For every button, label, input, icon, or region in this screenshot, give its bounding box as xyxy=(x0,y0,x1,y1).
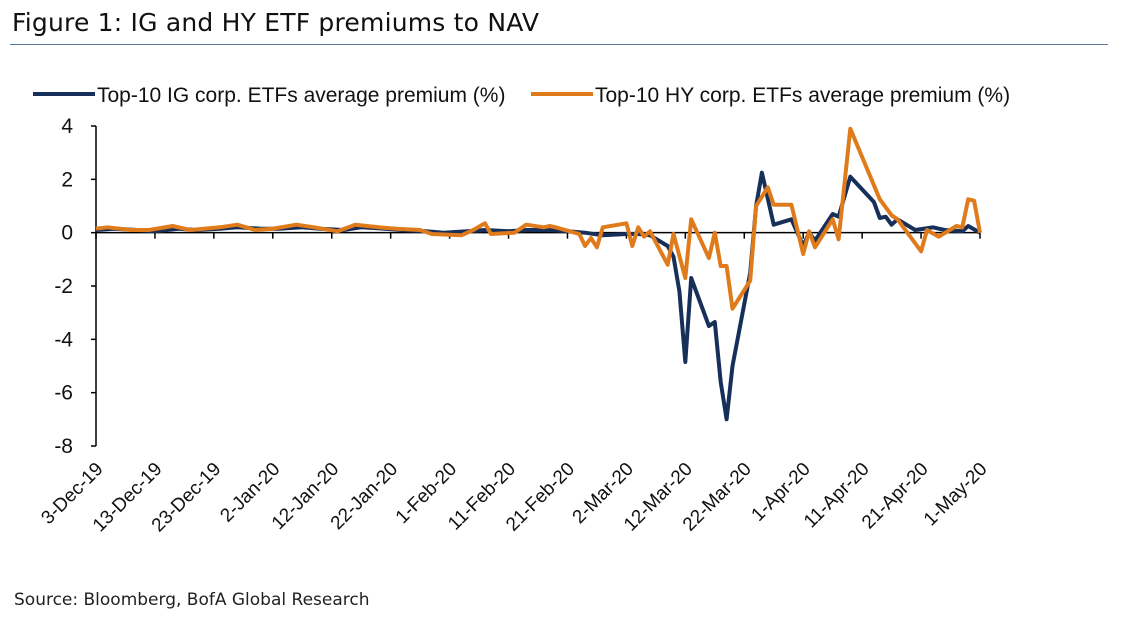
legend-label-ig: Top-10 IG corp. ETFs average premium (%) xyxy=(97,84,505,107)
y-tick-label: -6 xyxy=(54,382,73,405)
series-line-hy xyxy=(95,126,982,311)
y-tick-label: -8 xyxy=(54,435,73,458)
y-tick-label: -4 xyxy=(54,328,73,351)
title-divider xyxy=(10,44,1108,45)
chart-title: Figure 1: IG and HY ETF premiums to NAV xyxy=(12,8,540,37)
x-tick-label: 1-May-20 xyxy=(920,459,992,531)
y-tick-label: 2 xyxy=(61,168,73,191)
y-tick-label: 4 xyxy=(61,115,73,138)
legend-label-hy: Top-10 HY corp. ETFs average premium (%) xyxy=(595,84,1010,107)
series-line-ig xyxy=(95,170,981,422)
y-tick-label: 0 xyxy=(61,222,73,245)
y-tick-label: -2 xyxy=(54,275,73,298)
source-note: Source: Bloomberg, BofA Global Research xyxy=(14,590,370,610)
